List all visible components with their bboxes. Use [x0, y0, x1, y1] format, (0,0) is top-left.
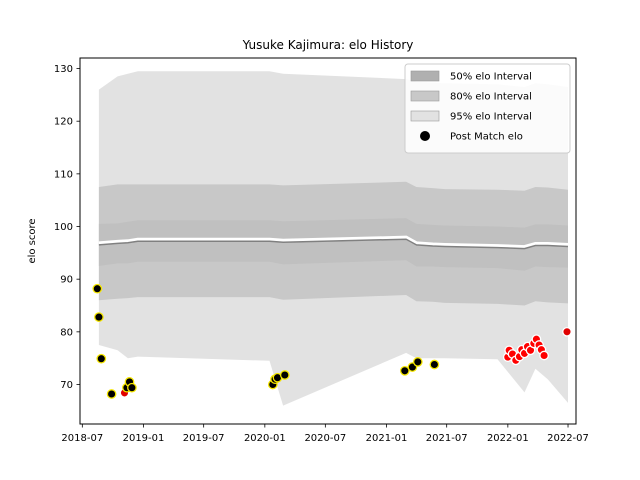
legend: 50% elo Interval 80% elo Interval 95% elo …: [404, 63, 571, 154]
legend-swatch-1: [410, 90, 440, 102]
y-axis-label: elo score: [27, 218, 38, 263]
band-50: [98, 218, 569, 271]
chart-title: Yusuke Kajimura: elo History: [242, 38, 414, 52]
x-tick-label-6: 2021-07: [426, 433, 468, 444]
post-match-point-7: [127, 382, 137, 393]
y-axis: 70 80 90 100 110 120 130: [54, 64, 80, 391]
legend-label-1: 80% elo Interval: [450, 92, 532, 103]
plot-frame: [79, 57, 577, 425]
legend-label-0: 50% elo Interval: [450, 72, 532, 83]
mean-line: [98, 238, 569, 250]
legend-swatch-2: [410, 110, 440, 122]
mean-line-highlight: [98, 235, 569, 250]
y-tick-label-4: 110: [54, 169, 73, 180]
y-tick-label-5: 120: [54, 117, 73, 128]
x-tick-label-8: 2022-07: [547, 433, 589, 444]
x-axis: 2018-07 2019-01 2019-07 2020-01 2020-07 2021-…: [61, 424, 589, 444]
post-match-point-0: [92, 283, 103, 294]
post-match-point-11: [279, 370, 290, 380]
legend-box: [404, 63, 571, 154]
x-tick-label-1: 2019-01: [123, 433, 165, 444]
post-match-point-2: [96, 353, 107, 364]
x-tick-label-5: 2021-01: [366, 433, 408, 444]
x-tick-label-2: 2019-07: [183, 433, 225, 444]
x-tick-label-3: 2020-01: [244, 433, 286, 444]
post-match-point-14: [412, 357, 423, 367]
x-tick-label-4: 2020-07: [304, 433, 346, 444]
post-match-point-29: [539, 350, 549, 361]
legend-swatch-0: [410, 70, 440, 82]
post-match-point-12: [399, 365, 410, 376]
post-match-point-15: [429, 359, 440, 370]
legend-label-3: Post Match elo: [450, 132, 523, 143]
x-tick-label-7: 2022-01: [487, 433, 529, 444]
post-match-point-3: [106, 389, 117, 399]
mean-elo-lines: [98, 235, 569, 250]
x-tick-label-0: 2018-07: [61, 433, 103, 444]
legend-marker-3: [420, 131, 430, 141]
y-tick-label-6: 130: [54, 64, 73, 75]
y-tick-label-2: 90: [60, 275, 73, 286]
y-tick-label-1: 80: [60, 327, 73, 338]
y-tick-label-3: 100: [54, 222, 73, 233]
post-match-points: [92, 283, 572, 399]
legend-label-2: 95% elo Interval: [450, 112, 532, 123]
post-match-point-1: [94, 312, 104, 322]
post-match-point-30: [562, 326, 572, 337]
y-tick-label-0: 70: [60, 380, 73, 391]
